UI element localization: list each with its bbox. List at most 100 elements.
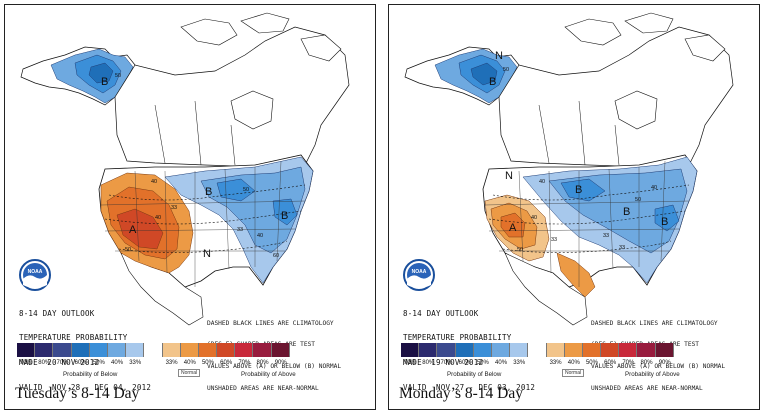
noaa-logo: NOAA	[19, 259, 51, 291]
pct-label: 60%	[74, 360, 87, 366]
outlook-line: MADE 19 NOV 2012	[403, 358, 484, 368]
above-label: Probability of Above	[241, 371, 296, 378]
normal-label: Normal	[562, 369, 585, 377]
contour-label: 40	[531, 215, 537, 221]
note-line: DASHED BLACK LINES ARE CLIMATOLOGY	[591, 319, 718, 327]
region-letter: N	[203, 248, 211, 260]
region-letter: B	[661, 216, 668, 228]
contour-label: 50	[503, 67, 509, 73]
below-swatch	[510, 343, 529, 357]
region-letter: B	[281, 210, 288, 222]
pct-label: 60%	[458, 360, 471, 366]
region-letter: B	[101, 76, 108, 88]
contour-label: 50	[125, 247, 131, 253]
above-swatch	[217, 343, 236, 357]
pct-label: 90%	[404, 360, 417, 366]
contour-label: 40	[651, 185, 657, 191]
below-swatch	[71, 343, 90, 357]
region-letter: A	[129, 224, 137, 236]
outlook-line: 8-14 DAY OUTLOOK	[19, 308, 95, 318]
above-swatch	[637, 343, 656, 357]
outlook-line: TEMPERATURE PROBABILITY	[403, 333, 512, 343]
note-line: UNSHADED AREAS ARE NEAR-NORMAL	[591, 385, 703, 393]
svg-text:NOAA: NOAA	[412, 269, 427, 275]
outlook-line: TEMPERATURE PROBABILITY	[19, 333, 128, 343]
above-swatch	[162, 343, 181, 357]
above-swatch	[253, 343, 272, 357]
below-swatch	[107, 343, 127, 357]
probability-colorbar	[17, 343, 290, 357]
pct-label: 80%	[640, 360, 653, 366]
pct-label: 50%	[585, 360, 598, 366]
below-swatch	[17, 343, 36, 357]
contour-label: 40	[257, 233, 263, 239]
outlook-line: 8-14 DAY OUTLOOK	[403, 308, 479, 318]
pct-label: 90%	[274, 360, 287, 366]
forecast-panel-tuesday: NOAA B B B	[4, 4, 376, 410]
panel-caption: Tuesday’s 8-14 Day	[15, 385, 140, 402]
below-swatch	[455, 343, 474, 357]
below-swatch	[35, 343, 54, 357]
contour-label: 40	[151, 179, 157, 185]
outlook-map: NOAA B B B	[19, 12, 350, 326]
pct-label: 80%	[38, 360, 51, 366]
region-letter: B	[205, 186, 212, 198]
pct-label: 70%	[622, 360, 635, 366]
pct-spacer	[528, 360, 546, 366]
note-line: UNSHADED AREAS ARE NEAR-NORMAL	[207, 385, 319, 393]
region-letter: B	[575, 184, 582, 196]
pct-label: 40%	[567, 360, 580, 366]
normal-label: Normal	[178, 369, 201, 377]
region-letter: A	[509, 222, 517, 234]
outlook-line: VALID NOV 27 - DEC 03, 2012	[403, 383, 536, 393]
pct-label: 50%	[476, 360, 489, 366]
below-label: Probability of Below	[63, 371, 118, 378]
normal-swatch	[144, 343, 163, 357]
contour-label: 50	[517, 247, 523, 253]
contour-label: 40	[155, 215, 161, 221]
forecast-panel-monday: NOAA N B B B A N B 50 40	[388, 4, 760, 410]
region-letter: N	[505, 170, 513, 182]
above-swatch	[180, 343, 199, 357]
above-swatch	[546, 343, 565, 357]
note-line: DASHED BLACK LINES ARE CLIMATOLOGY	[207, 319, 334, 327]
legend-percent-row: 90% 80% 70% 60% 50% 40% 33% 33% 40% 50% …	[17, 360, 290, 366]
region-letter: B	[489, 76, 496, 88]
below-swatch	[89, 343, 108, 357]
region-letter: N	[495, 50, 503, 62]
pct-label: 33%	[129, 360, 142, 366]
pct-label: 40%	[111, 360, 124, 366]
outlook-map: NOAA N B B B A N B 50 40	[403, 12, 734, 326]
pct-label: 40%	[183, 360, 196, 366]
note-line: VALUES ABOVE (A) OR BELOW (B) NORMAL	[591, 363, 726, 371]
contour-label: 50	[243, 187, 249, 193]
pct-label: 40%	[495, 360, 508, 366]
below-swatch	[419, 343, 438, 357]
legend-percent-row: 90% 80% 70% 60% 50% 40% 33% 33% 40% 50% …	[401, 360, 674, 366]
pct-label: 33%	[549, 360, 562, 366]
pct-label: 90%	[20, 360, 33, 366]
above-swatch	[271, 343, 290, 357]
contour-label: 50	[115, 73, 121, 79]
panel-caption: Monday’s 8-14 Day	[399, 385, 523, 402]
above-swatch	[601, 343, 620, 357]
region-letter: B	[623, 206, 630, 218]
below-swatch	[437, 343, 456, 357]
contour-label: 33	[237, 227, 243, 233]
below-swatch	[53, 343, 72, 357]
noaa-logo: NOAA	[403, 259, 435, 291]
pct-label: 60%	[604, 360, 617, 366]
below-swatch	[126, 343, 145, 357]
outlook-header: 8-14 DAY OUTLOOK TEMPERATURE PROBABILITY…	[403, 293, 535, 409]
pct-label: 60%	[220, 360, 233, 366]
contour-label: 60	[273, 253, 279, 259]
below-swatch	[401, 343, 420, 357]
above-swatch	[235, 343, 254, 357]
outlook-line: MADE 20 NOV 2012	[19, 358, 100, 368]
pct-label: 33%	[513, 360, 526, 366]
pct-label: 80%	[422, 360, 435, 366]
contour-label: 40	[539, 179, 545, 185]
outlook-line: VALID NOV 28 - DEC 04, 2012	[19, 383, 152, 393]
above-swatch	[655, 343, 674, 357]
outlook-header: 8-14 DAY OUTLOOK TEMPERATURE PROBABILITY…	[19, 293, 151, 409]
